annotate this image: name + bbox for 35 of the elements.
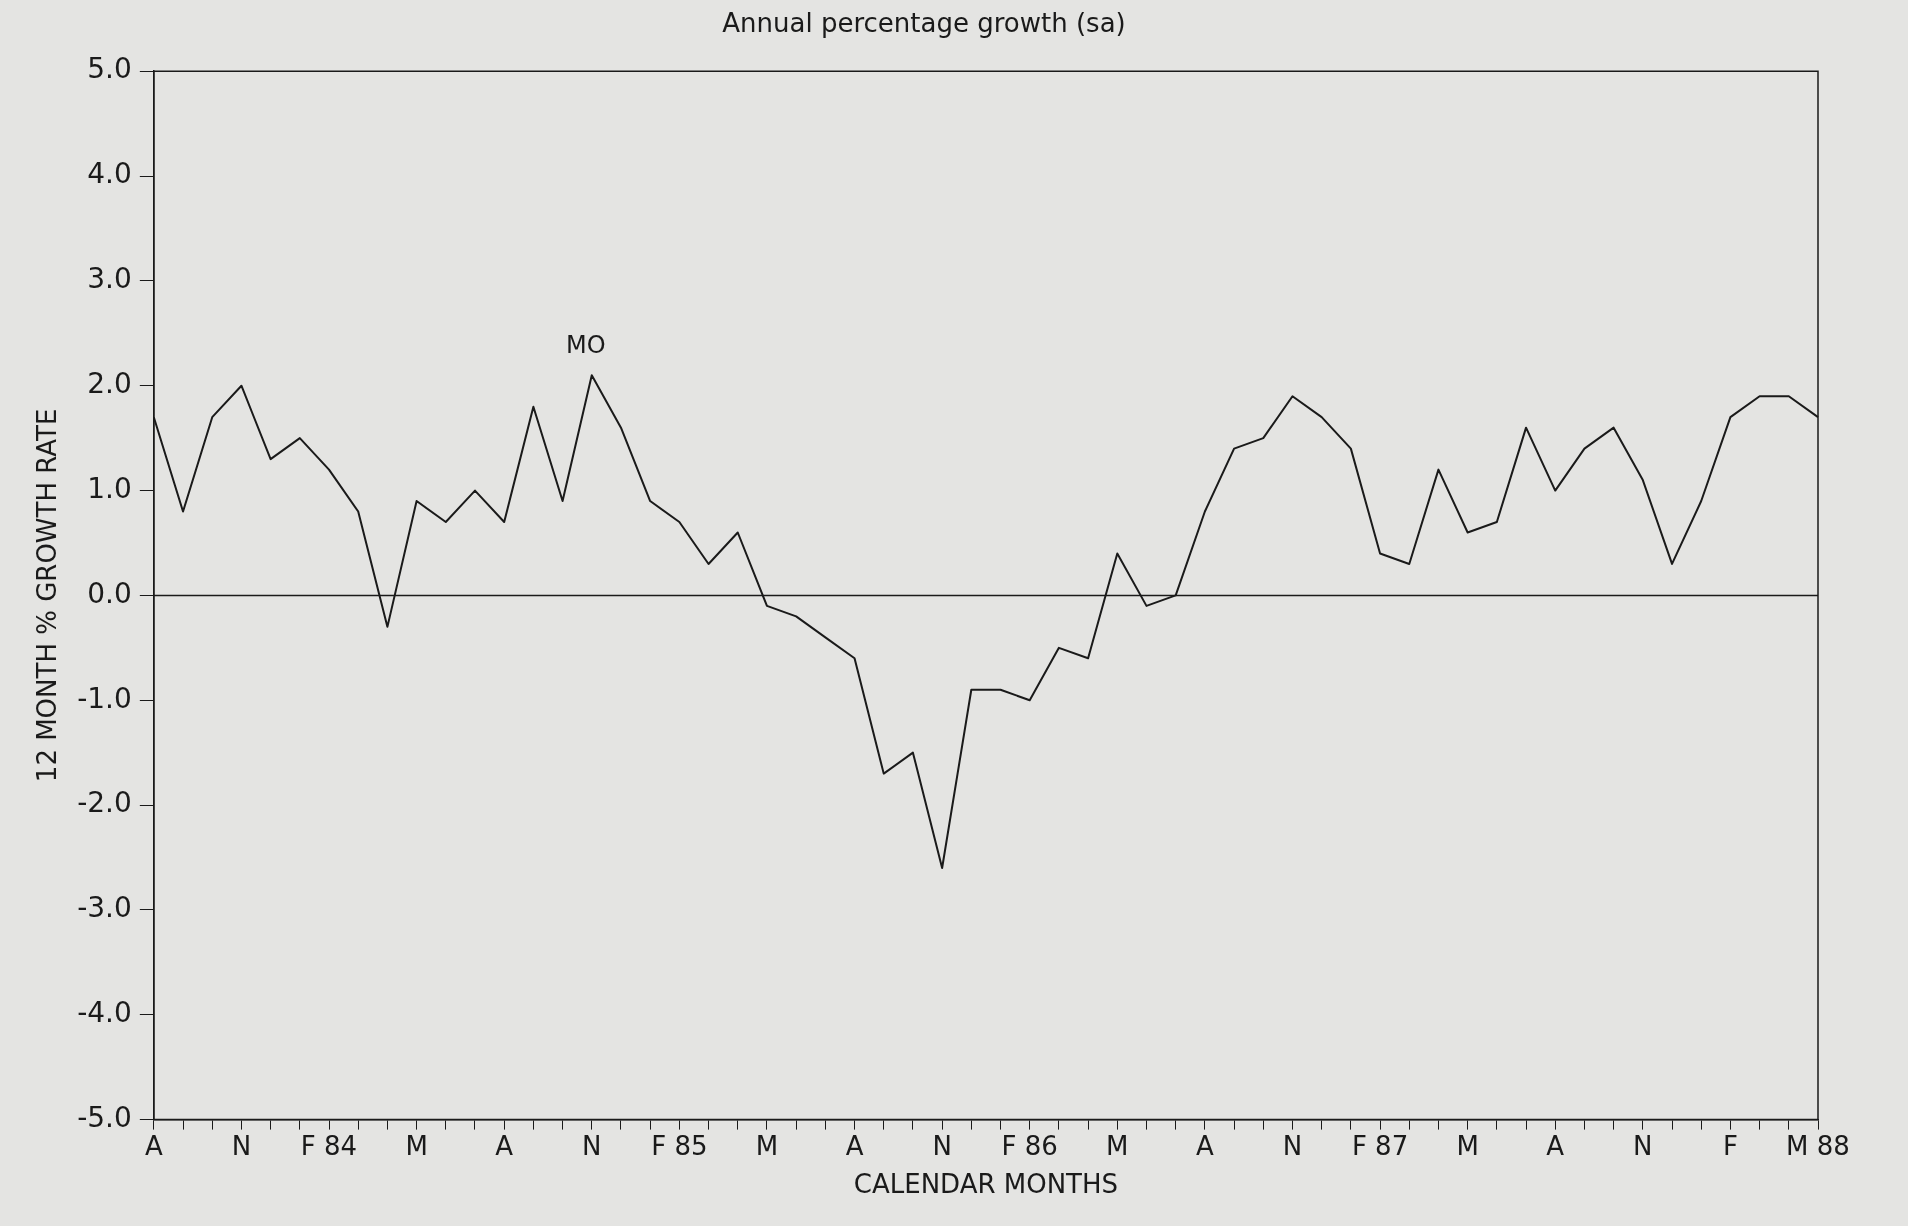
x-tick-label: M xyxy=(1456,1130,1479,1161)
x-tick-label: F 86 xyxy=(1001,1130,1058,1161)
x-tick-label: M xyxy=(1106,1130,1129,1161)
x-tick-label: A xyxy=(845,1130,864,1161)
y-tick-label: -5.0 xyxy=(77,1100,132,1134)
y-tick-label: -1.0 xyxy=(77,681,132,715)
x-tick-label: M xyxy=(405,1130,428,1161)
y-tick-label: -4.0 xyxy=(77,996,132,1030)
x-tick-label: M 88 xyxy=(1786,1130,1850,1161)
x-tick-label: F 87 xyxy=(1351,1130,1409,1161)
x-tick-label: A xyxy=(495,1130,514,1161)
x-tick-label: F 84 xyxy=(300,1130,358,1161)
x-tick-label: N xyxy=(582,1130,602,1161)
series-label: MO xyxy=(565,331,606,360)
y-tick-label: -3.0 xyxy=(77,891,132,925)
y-tick-label: 0.0 xyxy=(87,576,132,610)
x-tick-label: A xyxy=(1546,1130,1565,1161)
y-axis-title: 12 MONTH % GROWTH RATE xyxy=(32,408,63,783)
x-axis-title: CALENDAR MONTHS xyxy=(853,1169,1119,1200)
y-tick-label: 5.0 xyxy=(87,52,132,86)
x-tick-label: F 85 xyxy=(651,1130,708,1161)
x-tick-label: N xyxy=(231,1130,252,1161)
y-tick-label: -2.0 xyxy=(77,786,132,820)
x-tick-label: A xyxy=(1195,1130,1214,1161)
x-tick-label: M xyxy=(755,1130,779,1161)
x-tick-label: N xyxy=(932,1130,952,1161)
x-tick-label: A xyxy=(144,1130,163,1161)
y-tick-label: 1.0 xyxy=(87,471,132,505)
chart-title: Annual percentage growth (sa) xyxy=(722,8,1126,39)
x-tick-label: N xyxy=(1633,1130,1653,1161)
y-tick-label: 3.0 xyxy=(87,262,132,296)
x-tick-label: F xyxy=(1722,1130,1738,1161)
x-tick-label: N xyxy=(1282,1130,1303,1161)
y-tick-label: 2.0 xyxy=(87,367,132,400)
y-tick-label: 4.0 xyxy=(87,157,132,191)
